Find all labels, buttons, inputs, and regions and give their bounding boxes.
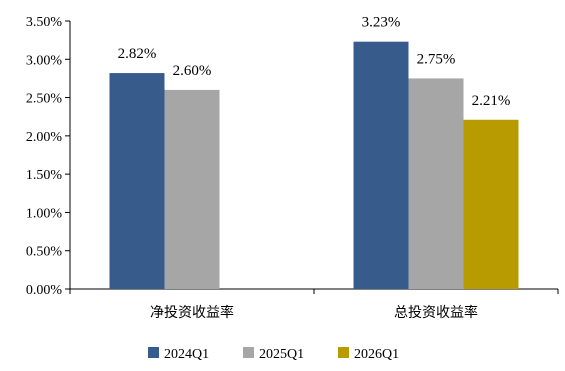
legend-swatch xyxy=(148,347,159,358)
legend: 2024Q1 2025Q1 2026Q1 xyxy=(148,347,399,362)
y-tick-label: 3.50% xyxy=(26,15,63,30)
y-tick-label: 0.50% xyxy=(26,245,63,260)
bar-2026Q1-1 xyxy=(463,119,519,289)
y-tick-label: 0.00% xyxy=(26,283,63,298)
y-axis: 0.00% 0.50% 1.00% 1.50% 2.00% 2.50% 3.00% 3.50% xyxy=(26,15,71,298)
x-axis: 净投资收益率 总投资收益率 xyxy=(69,288,559,321)
x-category-label: 净投资收益率 xyxy=(150,304,234,321)
legend-swatch xyxy=(243,347,254,358)
y-tick-label: 2.50% xyxy=(26,92,63,107)
legend-label: 2024Q1 xyxy=(164,347,209,362)
y-tick-label: 2.00% xyxy=(26,130,63,145)
bars xyxy=(109,41,519,290)
data-label: 2.21% xyxy=(472,93,511,109)
x-category-label: 总投资收益率 xyxy=(394,304,478,321)
legend-label: 2025Q1 xyxy=(259,347,304,362)
legend-label: 2026Q1 xyxy=(354,347,399,362)
bar-2025Q1-1 xyxy=(408,78,464,289)
data-label: 2.75% xyxy=(417,51,456,67)
data-labels: 2.82% 2.60% 3.23% 2.75% 2.21% xyxy=(118,15,511,109)
y-tick-label: 1.50% xyxy=(26,168,63,183)
bar-2025Q1-0 xyxy=(164,89,220,290)
y-tick-label: 1.00% xyxy=(26,206,63,221)
data-label: 2.82% xyxy=(118,46,157,62)
y-tick-label: 3.00% xyxy=(26,53,63,68)
data-label: 3.23% xyxy=(362,15,401,31)
legend-swatch xyxy=(338,347,349,358)
bar-2024Q1-0 xyxy=(109,73,165,289)
bar-2024Q1-1 xyxy=(353,41,409,289)
data-label: 2.60% xyxy=(173,63,212,79)
